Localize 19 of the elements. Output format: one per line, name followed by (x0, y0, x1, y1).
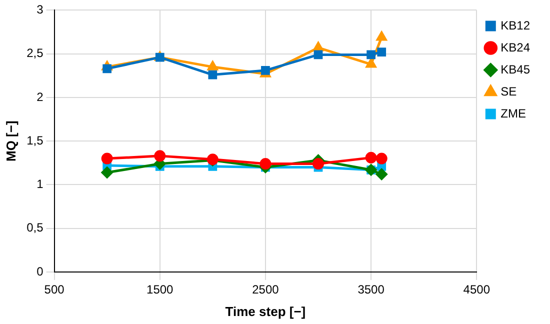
y-axis-title: MQ [−] (3, 120, 18, 162)
x-tick-label: 2500 (252, 282, 280, 297)
y-tick-label: 1 (36, 177, 44, 192)
x-tick-label: 3500 (358, 282, 385, 297)
legend-label: KB12 (500, 18, 530, 32)
y-tick-label: 2,5 (26, 46, 44, 60)
y-tick-label: 0,5 (26, 220, 44, 235)
y-tick-label: 3 (36, 2, 44, 17)
x-tick-label: 500 (44, 282, 65, 297)
x-tick-label: 4500 (463, 282, 490, 297)
x-axis-title: Time step [−] (225, 304, 306, 319)
y-tick-label: 1,5 (26, 133, 44, 148)
legend-label: SE (500, 84, 517, 98)
y-tick-label: 0 (36, 264, 44, 278)
legend-label: KB45 (500, 62, 530, 76)
legend-label: ZME (500, 106, 526, 120)
legend-label: KB24 (500, 40, 530, 54)
x-tick-label: 1500 (146, 282, 174, 297)
y-tick-label: 2 (36, 90, 44, 104)
